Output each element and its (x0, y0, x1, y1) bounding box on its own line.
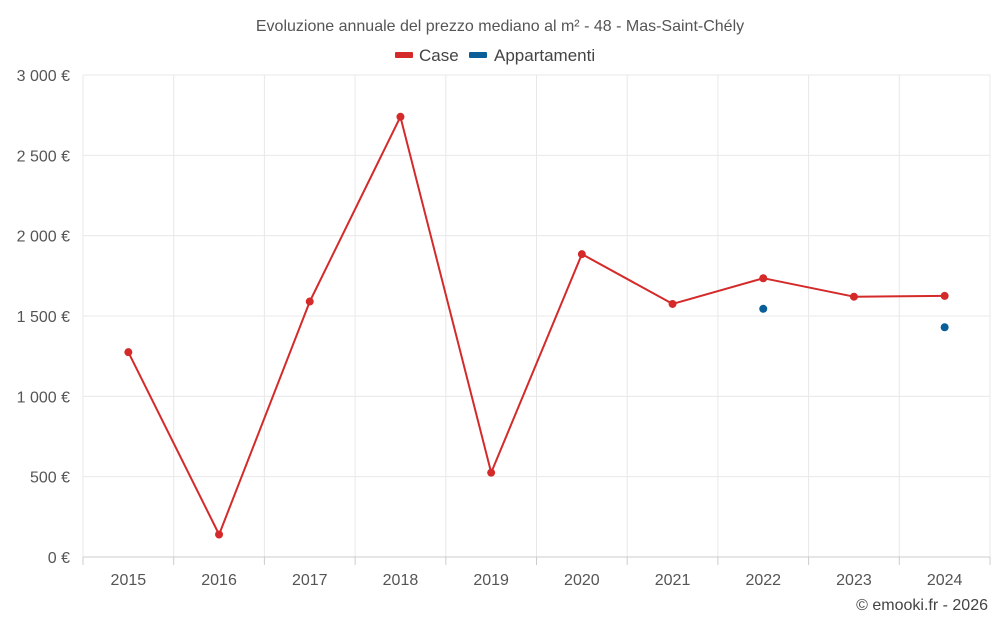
x-tick-label: 2018 (383, 572, 419, 589)
credit-text: © emooki.fr - 2026 (856, 597, 988, 614)
data-point-case[interactable] (124, 348, 133, 357)
grid (82, 74, 991, 557)
y-axis: 0 € 500 € 1 000 € 1 500 € 2 000 € 2 500 € 3 00… (17, 68, 70, 567)
legend-item-appartamenti[interactable]: Appartamenti (469, 46, 595, 65)
legend-item-case[interactable]: Case (395, 46, 459, 65)
x-axis: 2015 2016 2017 2018 2019 2020 2021 2022 2023 2024 (82, 556, 991, 589)
y-tick-label: 0 € (48, 550, 70, 567)
x-tick-label: 2022 (745, 572, 781, 589)
data-point-case[interactable] (215, 530, 224, 539)
data-point-appartamenti[interactable] (759, 304, 768, 313)
chart-title: Evoluzione annuale del prezzo mediano al… (256, 18, 744, 35)
series-line-case (127, 115, 945, 536)
x-tick-label: 2020 (564, 572, 600, 589)
data-point-case[interactable] (759, 274, 768, 283)
x-tick-label: 2019 (473, 572, 509, 589)
legend-swatch-appartamenti (469, 52, 487, 58)
data-point-case[interactable] (577, 250, 586, 259)
y-tick-label: 500 € (30, 470, 70, 487)
legend: Case Appartamenti (395, 46, 595, 65)
x-tick-label: 2017 (292, 572, 328, 589)
legend-label-case: Case (419, 46, 459, 65)
y-tick-label: 1 500 € (17, 309, 70, 326)
data-point-case[interactable] (668, 299, 677, 308)
data-point-appartamenti[interactable] (940, 323, 949, 332)
legend-swatch-case (395, 52, 413, 58)
data-point-case[interactable] (305, 297, 314, 306)
y-tick-label: 3 000 € (17, 68, 70, 85)
data-point-case[interactable] (849, 292, 858, 301)
x-tick-label: 2023 (836, 572, 872, 589)
x-tick-label: 2021 (655, 572, 691, 589)
data-point-case[interactable] (487, 468, 496, 477)
x-tick-label: 2016 (201, 572, 237, 589)
data-point-case[interactable] (940, 291, 949, 300)
y-tick-label: 2 000 € (17, 229, 70, 246)
y-tick-label: 1 000 € (17, 389, 70, 406)
y-tick-label: 2 500 € (17, 148, 70, 165)
data-point-case[interactable] (396, 112, 405, 121)
x-tick-label: 2015 (111, 572, 147, 589)
x-tick-label: 2024 (927, 572, 963, 589)
legend-label-appartamenti: Appartamenti (494, 46, 595, 65)
series (124, 112, 949, 539)
